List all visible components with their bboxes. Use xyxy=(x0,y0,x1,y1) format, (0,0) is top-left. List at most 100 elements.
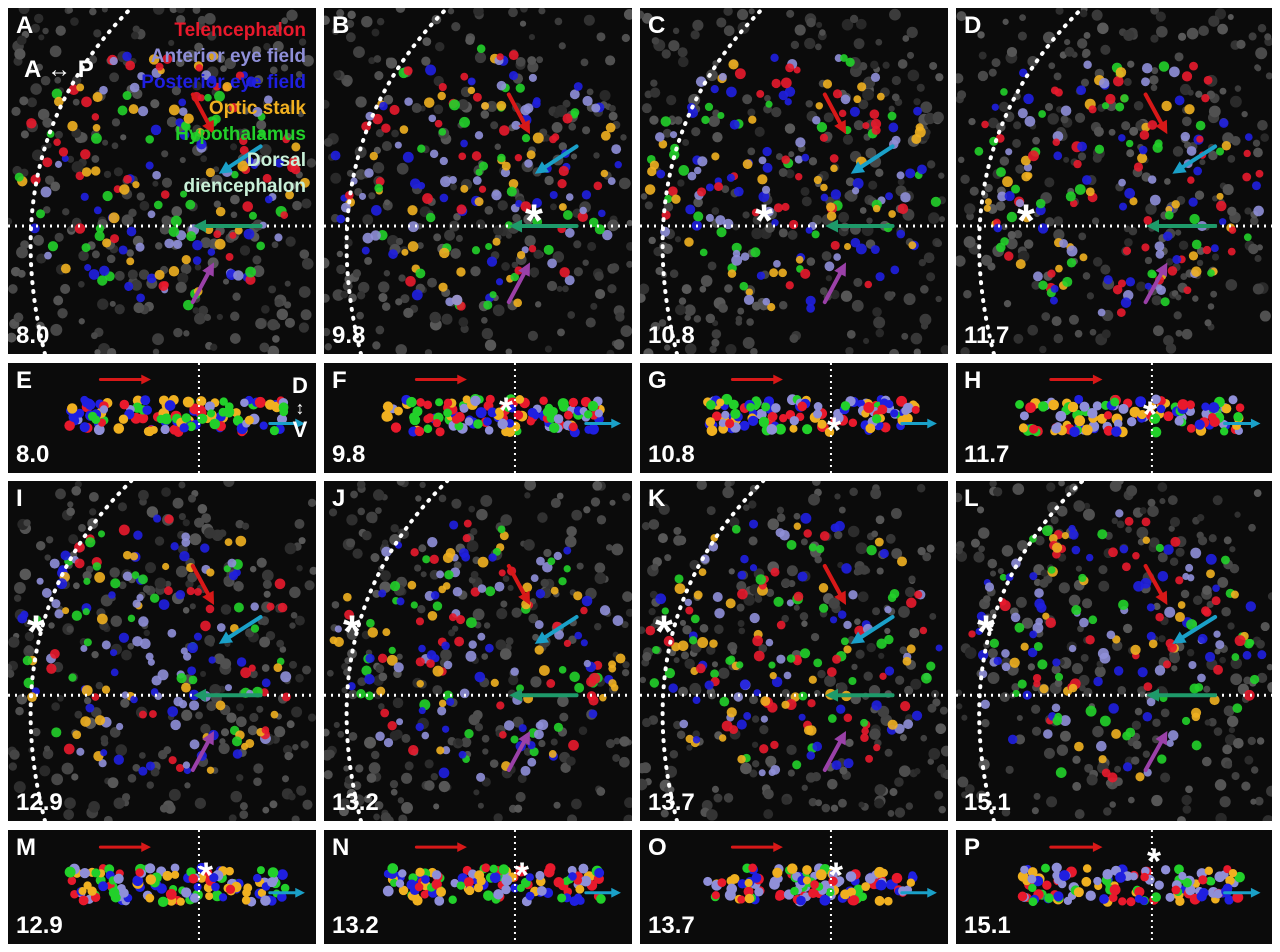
nucleus xyxy=(8,669,15,678)
nucleus xyxy=(1083,32,1091,39)
nucleus xyxy=(590,302,598,310)
labelled-cell xyxy=(1172,255,1182,264)
labelled-cell xyxy=(412,895,423,906)
labelled-cell xyxy=(1186,423,1196,433)
nucleus xyxy=(1256,737,1265,745)
nucleus xyxy=(621,33,630,43)
nucleus xyxy=(851,663,858,671)
labelled-cell xyxy=(96,613,108,625)
labelled-cell xyxy=(1052,716,1062,726)
labelled-cell xyxy=(168,756,177,765)
labelled-cell xyxy=(784,98,792,106)
labelled-cell xyxy=(61,155,69,163)
nucleus xyxy=(127,269,138,280)
nucleus xyxy=(218,742,230,755)
nucleus xyxy=(88,55,98,64)
labelled-cell xyxy=(1069,529,1079,540)
nucleus xyxy=(939,216,946,223)
labelled-cell xyxy=(1219,118,1229,128)
labelled-cell xyxy=(448,99,460,111)
labelled-cell xyxy=(489,864,498,873)
nucleus xyxy=(677,56,689,68)
labelled-cell xyxy=(97,275,108,286)
labelled-cell xyxy=(167,628,177,638)
nucleus xyxy=(259,636,271,648)
nucleus xyxy=(411,103,422,114)
labelled-cell xyxy=(1108,547,1118,558)
nucleus xyxy=(302,665,312,675)
labelled-cell xyxy=(22,655,33,666)
labelled-cell xyxy=(498,569,506,577)
labelled-cell xyxy=(553,722,564,732)
labelled-cell xyxy=(1052,658,1061,667)
labelled-cell xyxy=(705,213,714,222)
labelled-cell xyxy=(232,749,243,759)
labelled-cell xyxy=(142,405,152,415)
nucleus xyxy=(1250,216,1259,226)
nucleus xyxy=(1222,744,1233,755)
nucleus xyxy=(481,653,489,660)
nucleus xyxy=(1165,343,1177,354)
nucleus xyxy=(286,9,298,21)
labelled-cell xyxy=(277,869,288,880)
nucleus xyxy=(1175,229,1182,236)
nucleus xyxy=(706,809,718,821)
nucleus xyxy=(304,580,315,591)
nucleus xyxy=(1039,345,1047,354)
nucleus xyxy=(1259,310,1271,322)
labelled-cell xyxy=(535,721,544,730)
labelled-cell xyxy=(231,408,241,418)
labelled-cell xyxy=(110,234,120,244)
labelled-cell xyxy=(100,749,108,757)
labelled-cell xyxy=(153,200,163,210)
labelled-cell xyxy=(260,895,271,906)
nucleus xyxy=(267,345,280,354)
nucleus xyxy=(1122,623,1133,634)
panel-j: J * 13.2 xyxy=(324,481,632,821)
labelled-cell xyxy=(1078,573,1087,583)
labelled-cell xyxy=(405,276,416,287)
nucleus xyxy=(957,90,967,100)
nucleus xyxy=(161,177,173,188)
nucleus xyxy=(286,720,295,729)
nucleus xyxy=(447,8,455,15)
nucleus xyxy=(113,797,125,809)
labelled-cell xyxy=(1004,251,1014,261)
nucleus xyxy=(66,8,74,14)
labelled-cell xyxy=(135,868,144,877)
nucleus xyxy=(801,620,808,627)
labelled-cell xyxy=(794,155,803,164)
nucleus xyxy=(109,72,120,83)
labelled-cell xyxy=(156,414,166,424)
nucleus xyxy=(16,694,28,705)
panel-k-letter: K xyxy=(648,485,666,512)
nucleus xyxy=(472,608,485,621)
labelled-cell xyxy=(26,118,37,129)
nucleus xyxy=(529,267,540,277)
labelled-cell xyxy=(458,750,467,759)
labelled-cell xyxy=(153,514,162,523)
nucleus xyxy=(788,151,795,158)
nucleus xyxy=(1082,508,1095,521)
labelled-cell xyxy=(1245,601,1256,612)
nucleus xyxy=(232,292,241,301)
labelled-cell xyxy=(119,184,130,195)
nucleus xyxy=(362,214,374,226)
tissue-outline xyxy=(660,8,766,354)
nucleus xyxy=(1098,580,1110,592)
labelled-cell xyxy=(245,266,257,278)
nucleus xyxy=(455,738,463,746)
labelled-cell xyxy=(155,62,164,71)
nucleus xyxy=(17,269,26,278)
labelled-cell xyxy=(1243,233,1252,242)
nucleus xyxy=(385,57,398,69)
nucleus xyxy=(1150,8,1159,15)
nucleus xyxy=(1264,33,1272,41)
labelled-cell xyxy=(506,186,517,197)
nucleus xyxy=(198,177,209,188)
labelled-cell xyxy=(1186,146,1197,156)
labelled-cell xyxy=(550,586,559,595)
labelled-cell xyxy=(416,680,424,688)
labelled-cell xyxy=(223,565,231,573)
organizer-star: * xyxy=(826,409,842,451)
